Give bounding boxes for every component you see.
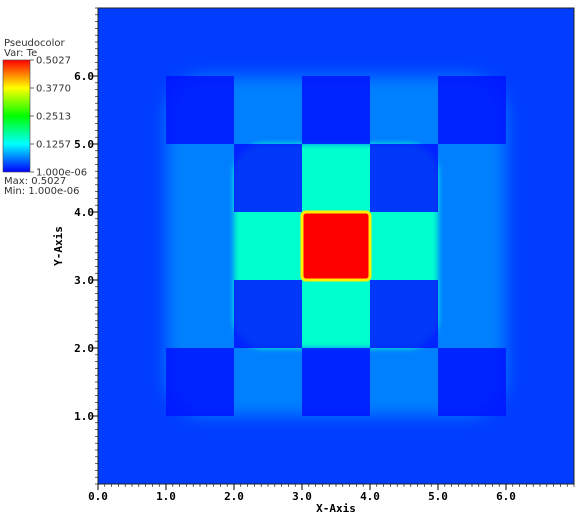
- x-tick-label: 1.0: [156, 490, 176, 503]
- heatmap-field: [98, 8, 574, 484]
- legend-level-label: 0.1257: [36, 140, 71, 151]
- y-tick-label: 6.0: [74, 70, 94, 83]
- x-axis-title: X-Axis: [316, 502, 356, 515]
- y-axis-title: Y-Axis: [52, 226, 65, 266]
- y-tick-label: 4.0: [74, 206, 94, 219]
- hot-square: [300, 210, 372, 282]
- x-tick-label: 5.0: [428, 490, 448, 503]
- cold-block: [370, 144, 438, 212]
- legend-max: Max: 0.5027: [4, 176, 66, 187]
- x-tick-label: 4.0: [360, 490, 380, 503]
- cold-block: [234, 144, 302, 212]
- legend-level-label: 0.3770: [36, 84, 71, 95]
- cold-block: [166, 76, 234, 144]
- legend-title: Pseudocolor: [4, 38, 66, 49]
- cold-block: [302, 348, 370, 416]
- x-axis-ticks: 0.0 1.0 2.0 3.0 4.0 5.0 6.0: [88, 484, 575, 503]
- y-tick-label: 2.0: [74, 342, 94, 355]
- colorbar: [2, 59, 31, 173]
- x-tick-label: 0.0: [88, 490, 108, 503]
- x-tick-label: 3.0: [292, 490, 312, 503]
- legend-levels: 0.5027 0.3770 0.2513 0.1257 1.000e-06: [30, 56, 87, 179]
- y-axis-ticks: 1.0 2.0 3.0 4.0 5.0 6.0: [74, 7, 98, 485]
- cold-block: [370, 280, 438, 348]
- cold-block: [438, 348, 506, 416]
- cold-block: [302, 76, 370, 144]
- y-tick-label: 5.0: [74, 138, 94, 151]
- legend-level-label: 0.5027: [36, 56, 71, 67]
- legend-level-label: 0.2513: [36, 112, 71, 123]
- legend-var-label: Var: Te: [4, 48, 37, 59]
- x-tick-label: 6.0: [496, 490, 516, 503]
- cold-block: [438, 76, 506, 144]
- cold-block: [234, 280, 302, 348]
- legend: Pseudocolor Var: Te 0.50270.37700.25130.…: [2, 38, 87, 197]
- legend-min: Min: 1.000e-06: [4, 186, 79, 197]
- y-tick-label: 3.0: [74, 274, 94, 287]
- x-tick-label: 2.0: [224, 490, 244, 503]
- y-tick-label: 1.0: [74, 410, 94, 423]
- cold-block: [166, 348, 234, 416]
- legend-level-label: 1.000e-06: [36, 168, 87, 179]
